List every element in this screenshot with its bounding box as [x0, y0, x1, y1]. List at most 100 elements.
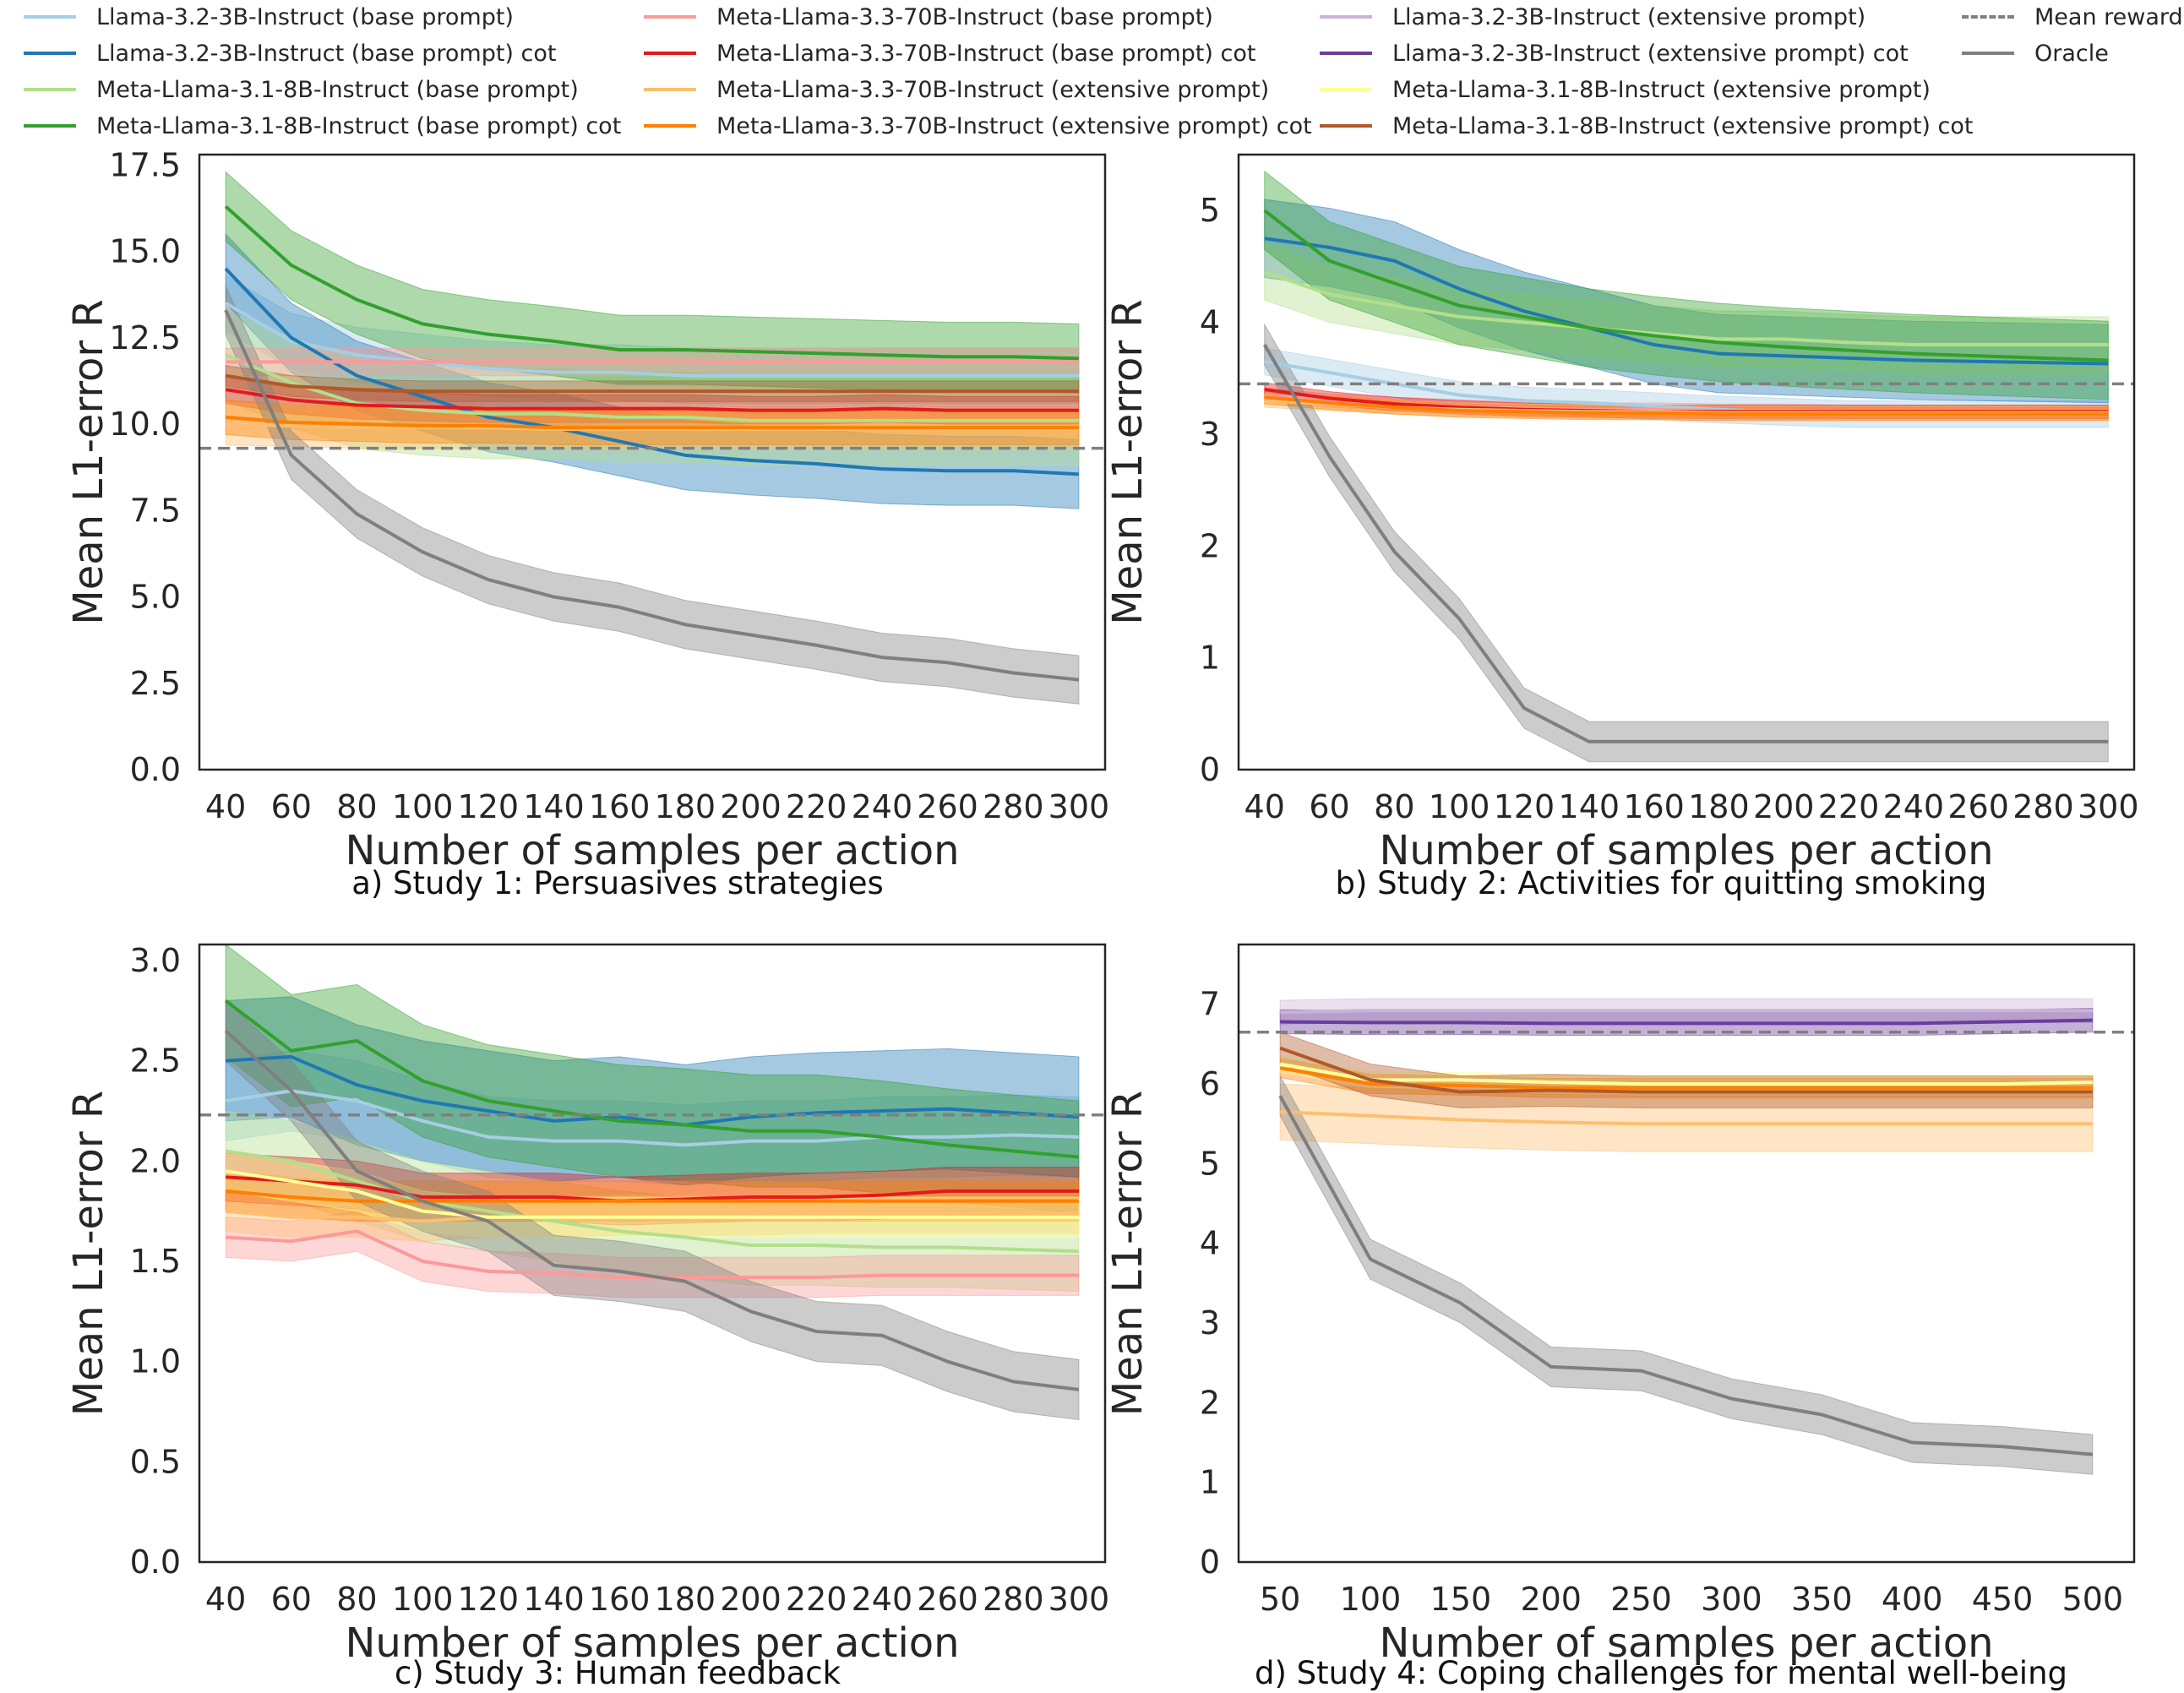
- panel-caption: b) Study 2: Activities for quitting smok…: [1335, 865, 1986, 901]
- legend-item: Meta-Llama-3.3-70B-Instruct (extensive p…: [644, 109, 1312, 143]
- x-tick-label: 140: [1559, 788, 1620, 825]
- legend-swatch: [1962, 15, 2014, 19]
- series-line: [1264, 395, 2109, 416]
- y-tick-label: 15.0: [109, 233, 181, 270]
- x-tick-label: 250: [1610, 1581, 1672, 1618]
- legend-item: Meta-Llama-3.1-8B-Instruct (base prompt)…: [24, 109, 621, 143]
- legend-item: Meta-Llama-3.1-8B-Instruct (extensive pr…: [1320, 73, 1931, 106]
- series-line: [224, 1029, 1080, 1391]
- series-line: [225, 1209, 1079, 1223]
- x-axis-label: Number of samples per action: [1379, 827, 1993, 874]
- x-tick-label: 220: [786, 1581, 847, 1618]
- y-tick-label: 5.0: [130, 579, 181, 616]
- legend-item: Meta-Llama-3.3-70B-Instruct (base prompt…: [644, 36, 1255, 70]
- legend-label: Mean reward: [2034, 3, 2183, 30]
- x-tick-label: 240: [1883, 788, 1945, 825]
- legend-swatch: [24, 15, 76, 19]
- series-line: [224, 309, 1080, 682]
- plot-area: [1239, 170, 2134, 763]
- legend-label: Llama-3.2-3B-Instruct (extensive prompt)…: [1392, 40, 1909, 67]
- legend-swatch: [1320, 124, 1372, 128]
- x-tick-label: 300: [1048, 788, 1110, 825]
- confidence-band: [225, 232, 1080, 509]
- x-tick-label: 60: [1309, 788, 1349, 825]
- series-line: [225, 1149, 1079, 1254]
- x-tick-label: 220: [786, 788, 847, 825]
- legend-label: Oracle: [2034, 40, 2109, 67]
- x-tick-label: 180: [1688, 788, 1750, 825]
- x-tick-label: 350: [1791, 1581, 1853, 1618]
- y-tick-label: 7: [1200, 986, 1220, 1023]
- legend-swatch: [1962, 52, 2014, 55]
- x-tick-label: 180: [655, 1581, 716, 1618]
- x-tick-label: 80: [1374, 788, 1414, 825]
- x-tick-label: 150: [1430, 1581, 1492, 1618]
- x-tick-label: 100: [1340, 1581, 1402, 1618]
- legend-item: Llama-3.2-3B-Instruct (base prompt) cot: [24, 36, 557, 70]
- series-line: [1279, 1062, 2093, 1086]
- y-tick-label: 5: [1200, 192, 1220, 229]
- y-tick-label: 1: [1200, 640, 1220, 677]
- panel-caption: a) Study 1: Persuasives strategies: [351, 865, 884, 901]
- x-axis-label: Number of samples per action: [1379, 1620, 1993, 1667]
- x-tick-label: 300: [1701, 1581, 1762, 1618]
- axes-frame: [1237, 153, 2136, 771]
- x-tick-label: 80: [336, 788, 377, 825]
- chart-panel-2: 0 1 2 3 4 5 40 60 80 100 120 140 160 180 200 220 240 260 2…: [1104, 153, 2139, 901]
- x-tick-label: 40: [205, 1581, 246, 1618]
- x-tick-label: 220: [1818, 788, 1880, 825]
- legend-swatch: [644, 52, 696, 55]
- x-tick-label: 240: [852, 788, 913, 825]
- series-line: [224, 204, 1079, 361]
- legend-label: Llama-3.2-3B-Instruct (extensive prompt): [1392, 3, 1866, 30]
- series-line: [225, 302, 1079, 378]
- y-tick-label: 0.0: [130, 751, 181, 788]
- legend-label: Llama-3.2-3B-Instruct (base prompt) cot: [96, 40, 557, 67]
- axes-frame: [198, 943, 1107, 1564]
- y-tick-label: 2: [1200, 527, 1220, 564]
- x-axis-label: Number of samples per action: [345, 1620, 959, 1667]
- y-tick-label: 0.0: [130, 1543, 181, 1581]
- y-tick-label: 17.5: [109, 146, 181, 183]
- y-tick-label: 4: [1200, 1225, 1220, 1262]
- y-tick-label: 2: [1200, 1384, 1220, 1421]
- confidence-band: [1279, 1075, 2094, 1475]
- figure-legend: Llama-3.2-3B-Instruct (base prompt) Llama…: [0, 0, 2184, 144]
- series-line: [1280, 1009, 2093, 1015]
- x-tick-label: 180: [655, 788, 716, 825]
- series-line: [1262, 344, 2109, 743]
- legend-item: Llama-3.2-3B-Instruct (extensive prompt): [1320, 0, 1865, 34]
- panel-caption: d) Study 4: Coping challenges for mental…: [1255, 1655, 2067, 1691]
- legend-label: Meta-Llama-3.3-70B-Instruct (base prompt…: [716, 3, 1213, 30]
- legend-label: Meta-Llama-3.3-70B-Instruct (extensive p…: [716, 76, 1270, 103]
- legend-swatch: [24, 124, 76, 128]
- series-line: [1264, 237, 2109, 366]
- series-line: [1280, 1110, 2093, 1126]
- plot-area: [199, 171, 1105, 705]
- y-tick-label: 7.5: [130, 492, 181, 529]
- x-tick-label: 200: [720, 788, 782, 825]
- x-tick-label: 160: [589, 788, 651, 825]
- legend-item: Llama-3.2-3B-Instruct (extensive prompt)…: [1320, 36, 1909, 70]
- plot-area: [1239, 998, 2134, 1475]
- x-tick-label: 60: [271, 788, 312, 825]
- axes-frame: [198, 153, 1107, 771]
- chart-panel-1: 0.0 2.5 5.0 7.5 10.0 12.5 15.0 17.5 40 60 80 100 120…: [65, 146, 1109, 901]
- panel-caption: c) Study 3: Human feedback: [395, 1655, 841, 1691]
- x-tick-label: 200: [1520, 1581, 1582, 1618]
- x-tick-label: 240: [852, 1581, 913, 1618]
- x-tick-label: 280: [2012, 788, 2074, 825]
- series-line: [1263, 209, 2109, 362]
- y-axis-label: Mean L1-error R: [1104, 299, 1152, 624]
- series-line: [225, 415, 1079, 430]
- legend-swatch: [24, 88, 76, 91]
- x-tick-label: 450: [1972, 1581, 2034, 1618]
- legend-label: Meta-Llama-3.1-8B-Instruct (base prompt)…: [96, 112, 622, 139]
- y-axis-label: Mean L1-error R: [65, 299, 112, 624]
- plot-area: [199, 944, 1105, 1421]
- y-tick-label: 0: [1200, 751, 1220, 788]
- x-tick-label: 260: [917, 788, 978, 825]
- chart-panel-4: 0 1 2 3 4 5 6 7 50 100 150 200 250 300 350 400 450 500 Num…: [1104, 943, 2136, 1691]
- x-tick-label: 280: [983, 788, 1044, 825]
